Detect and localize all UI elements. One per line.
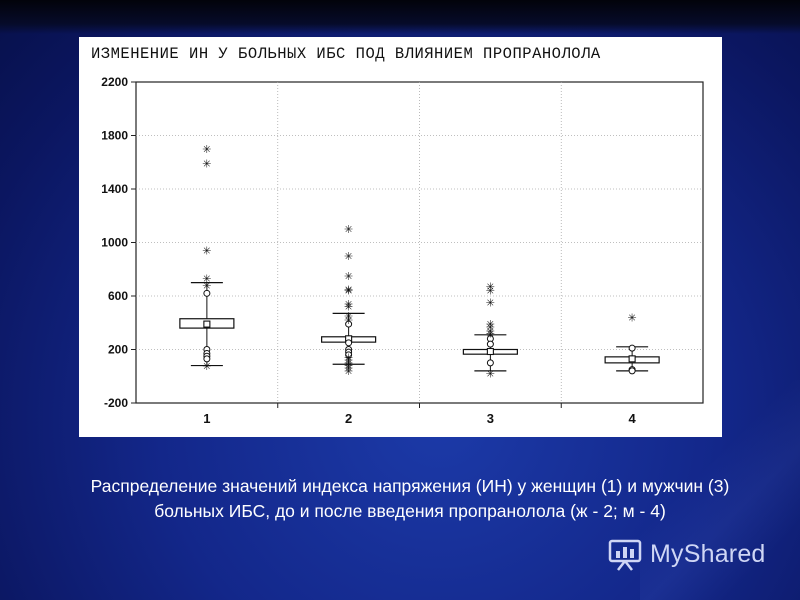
extreme-point: ✳ bbox=[344, 354, 353, 367]
x-tick-label: 2 bbox=[345, 411, 352, 426]
extreme-point: ✳ bbox=[486, 281, 495, 294]
outlier-point bbox=[345, 320, 353, 328]
outlier-point bbox=[203, 289, 211, 297]
extreme-point: ✳ bbox=[344, 314, 353, 327]
extreme-point: ✳ bbox=[344, 270, 353, 283]
extreme-point: ✳ bbox=[344, 357, 353, 370]
logo-text: MyShared bbox=[650, 539, 766, 568]
extreme-point: ✳ bbox=[344, 223, 353, 236]
outlier-point bbox=[486, 359, 494, 367]
caption-line-1: Распределение значений индекса напряжени… bbox=[90, 476, 730, 496]
top-band bbox=[0, 0, 800, 34]
extreme-point: ✳ bbox=[344, 298, 353, 311]
extreme-point: ✳ bbox=[486, 321, 495, 334]
extreme-point: ✳ bbox=[344, 285, 353, 298]
extreme-point: ✳ bbox=[486, 285, 495, 298]
extreme-point: ✳ bbox=[202, 158, 211, 171]
slide-caption: Распределение значений индекса напряжени… bbox=[30, 474, 790, 524]
extreme-point: ✳ bbox=[344, 352, 353, 365]
y-tick-label: 1400 bbox=[101, 182, 128, 196]
extreme-point: ✳ bbox=[486, 325, 495, 338]
y-tick-label: -200 bbox=[104, 396, 128, 410]
median-marker bbox=[628, 355, 636, 363]
extreme-point: ✳ bbox=[202, 245, 211, 258]
extreme-point: ✳ bbox=[344, 283, 353, 296]
chart-title: ИЗМЕНЕНИЕ ИН У БОЛЬНЫХ ИБС ПОД ВЛИЯНИЕМ … bbox=[91, 45, 601, 63]
y-tick-label: 200 bbox=[108, 343, 128, 357]
outlier-point bbox=[628, 367, 636, 375]
extreme-point: ✳ bbox=[628, 311, 637, 324]
chart-panel: ИЗМЕНЕНИЕ ИН У БОЛЬНЫХ ИБС ПОД ВЛИЯНИЕМ … bbox=[79, 37, 722, 437]
extreme-point: ✳ bbox=[344, 365, 353, 378]
extreme-point: ✳ bbox=[344, 362, 353, 375]
extreme-point: ✳ bbox=[486, 318, 495, 331]
y-tick-label: 2200 bbox=[101, 75, 128, 89]
extreme-point: ✳ bbox=[486, 327, 495, 340]
extreme-point: ✳ bbox=[486, 297, 495, 310]
outlier-point bbox=[345, 351, 353, 359]
median-marker bbox=[203, 320, 211, 328]
watermark-logo: MyShared bbox=[608, 536, 766, 572]
extreme-point: ✳ bbox=[344, 310, 353, 323]
extreme-point: ✳ bbox=[202, 273, 211, 286]
outlier-point bbox=[345, 339, 353, 347]
extreme-point: ✳ bbox=[344, 301, 353, 314]
extreme-point: ✳ bbox=[202, 360, 211, 373]
y-tick-label: 1800 bbox=[101, 129, 128, 143]
x-tick-label: 1 bbox=[203, 411, 210, 426]
presentation-board-icon bbox=[608, 539, 642, 571]
extreme-point: ✳ bbox=[202, 279, 211, 292]
extreme-point: ✳ bbox=[344, 360, 353, 373]
outlier-point bbox=[486, 340, 494, 348]
outlier-point bbox=[203, 355, 211, 363]
x-tick-label: 4 bbox=[629, 411, 637, 426]
extreme-point: ✳ bbox=[486, 368, 495, 381]
x-tick-label: 3 bbox=[487, 411, 494, 426]
median-marker bbox=[486, 347, 494, 356]
extreme-point: ✳ bbox=[202, 143, 211, 156]
extreme-point: ✳ bbox=[344, 250, 353, 263]
outlier-point bbox=[628, 344, 636, 352]
caption-line-2: больных ИБС, до и после введения пропран… bbox=[154, 501, 666, 521]
y-tick-label: 600 bbox=[108, 289, 128, 303]
y-tick-label: 1000 bbox=[101, 236, 128, 250]
